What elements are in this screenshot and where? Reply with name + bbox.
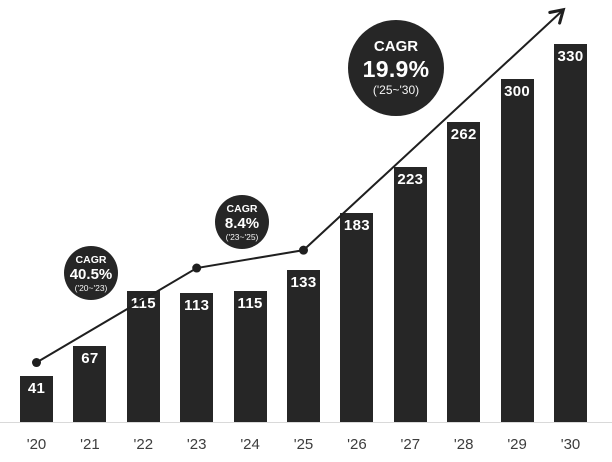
bar-26: 183 [340,212,374,423]
cagr-annotation-value: 8.4% [224,214,260,232]
x-axis-line [0,422,612,423]
cagr-annotation-range: ('20~'23) [74,282,108,293]
x-axis-label-25: '25 [293,436,314,453]
bar-27: 223 [393,167,427,423]
bar-value-label: 183 [343,216,370,234]
cagr-annotation-range: ('25~'30) [372,83,420,97]
trend-dot-20 [32,358,41,368]
x-axis-label-30: '30 [560,436,581,453]
x-axis-label-24: '24 [240,436,260,453]
x-axis-label-28: '28 [453,436,474,453]
bar-28: 262 [447,122,481,423]
cagr-annotation-23-25: CAGR 8.4% ('23~'25) [215,195,269,249]
bar-value-label: 300 [504,82,531,100]
cagr-annotation-title: CAGR [373,38,419,55]
cagr-annotation-value: 19.9% [362,56,430,82]
cagr-annotation-value: 40.5% [69,265,113,283]
bar-value-label: 115 [130,294,156,312]
bar-25: 133 [287,270,320,423]
x-axis-label-23: '23 [186,436,207,453]
bar-value-label: 262 [450,126,477,144]
bar-value-label: 113 [184,297,210,315]
x-axis-label-27: '27 [400,436,421,453]
bar-23: 113 [180,293,214,423]
bar-21: 67 [73,345,107,423]
x-axis-label-26: '26 [347,436,367,453]
bar-29: 300 [500,78,534,423]
bar-value-label: 115 [237,294,263,312]
cagr-annotation-20-23: CAGR 40.5% ('20~'23) [64,246,118,300]
x-axis-label-22: '22 [133,436,154,453]
x-axis-label-21: '21 [80,436,100,453]
bar-value-label: 41 [27,379,46,397]
x-axis-label-29: '29 [507,436,527,453]
bar-30: 330 [554,44,587,423]
bar-value-label: 330 [557,48,584,66]
bar-value-label: 223 [397,171,424,189]
x-axis-label-20: '20 [26,436,47,453]
bar-20: 41 [20,375,53,423]
bar-24: 115 [233,290,267,423]
cagr-annotation-25-30: CAGR 19.9% ('25~'30) [348,20,444,116]
trend-dot-25 [299,245,308,255]
bar-22: 115 [126,290,160,423]
trend-dot-23 [192,263,202,273]
bar-value-label: 67 [81,349,99,367]
cagr-annotation-title: CAGR [226,202,258,215]
cagr-annotation-range: ('23~'25) [225,231,259,242]
bar-value-label: 133 [290,274,317,292]
cagr-annotation-title: CAGR [75,253,107,266]
